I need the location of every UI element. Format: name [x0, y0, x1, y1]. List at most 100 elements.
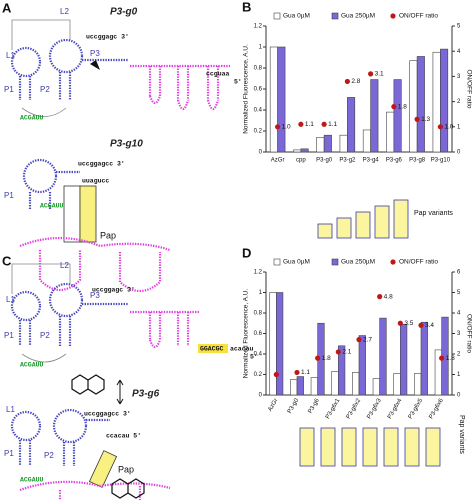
y-axis-label: Normalized Fluorescence, A.U.	[243, 44, 250, 134]
y2-tick-label: 5	[457, 290, 461, 296]
sequence: uccggagcc 3'	[84, 411, 131, 418]
stem-label: P2	[40, 85, 50, 94]
legend-label: Gua 0µM	[283, 13, 310, 20]
data-label: 1.1	[305, 121, 314, 128]
x-tick-label: P3-g0	[287, 397, 301, 414]
y-tick-label: 0	[259, 393, 263, 399]
y-tick-label: 1	[259, 290, 263, 296]
stem-label: P2	[40, 331, 50, 340]
stem-label: P1	[4, 191, 14, 200]
panel-letter: D	[242, 245, 251, 260]
chart-bar: D 0 0.2 0.4 0.6 0.8 1 1.2 0 1 2 3 4 5 6 Normalized Fluo…	[242, 245, 472, 467]
sequence: acacau	[230, 346, 254, 353]
x-tick-label: P3-g6	[386, 158, 403, 164]
sequence: GGACGC	[200, 346, 224, 353]
construct-name: P3-g6	[132, 389, 160, 400]
bar	[269, 292, 277, 396]
bar	[338, 345, 346, 396]
bar	[277, 46, 286, 153]
x-tick-label: P3-g10	[431, 158, 451, 164]
x-tick-label: P3-g6x1	[325, 397, 342, 420]
bar	[440, 48, 449, 153]
variant-box	[341, 427, 357, 467]
data-label: 1.1	[328, 121, 337, 128]
x-tick-label: AzGr	[267, 398, 279, 413]
data-label: 2.7	[363, 336, 372, 343]
bar	[316, 137, 325, 153]
bar	[296, 376, 304, 396]
variant-box	[374, 205, 390, 239]
data-label: 1.1	[301, 369, 310, 376]
data-label: 3.5	[404, 320, 413, 327]
ratio-point	[391, 104, 397, 110]
annotation: Pap variants	[458, 415, 465, 454]
legend-swatch	[331, 12, 339, 20]
sequence: uuagucc	[82, 178, 109, 185]
bar	[290, 379, 298, 396]
legend-swatch	[273, 258, 281, 266]
data-label: 2.1	[342, 349, 351, 356]
x-tick-label: AzGr	[271, 158, 285, 164]
stem-label: P2	[44, 451, 54, 460]
bar	[323, 134, 332, 153]
x-tick-label: P3-g4	[363, 158, 380, 164]
bar	[310, 377, 318, 396]
bar	[339, 134, 348, 153]
label: Pap	[100, 230, 116, 240]
y-tick-label: 0.6	[254, 331, 263, 337]
panel-letter: C	[2, 253, 12, 268]
data-label: 1.0	[282, 124, 291, 131]
y-tick-label: 1.2	[254, 24, 263, 30]
ratio-point	[273, 371, 279, 378]
data-label: 1.0	[444, 124, 453, 131]
bar	[300, 148, 309, 153]
y2-tick-label: 5	[457, 24, 461, 30]
bar	[269, 46, 278, 153]
stem-label: P1	[4, 449, 14, 458]
y-tick-label: 1	[259, 45, 263, 51]
legend-swatch	[331, 258, 339, 266]
stem-label: P1	[4, 85, 14, 94]
panel-letter: A	[2, 0, 12, 15]
sequence: ACGAUU	[20, 362, 44, 369]
y2-tick-label: 6	[457, 270, 461, 276]
bar	[372, 378, 380, 396]
y-tick-label: 1.2	[254, 270, 263, 276]
legend-swatch	[273, 12, 281, 20]
ratio-point	[437, 124, 443, 130]
variant-box	[425, 427, 441, 467]
legend-label: Gua 0µM	[283, 259, 310, 266]
y-tick-label: 0	[259, 150, 263, 156]
sequence: ACGAUU	[20, 477, 44, 484]
data-label: 3.1	[375, 71, 384, 78]
panel-letter: B	[242, 0, 251, 14]
chart-bar: B 0 0.2 0.4 0.6 0.8 1 1.2 0 1 2 3 4 5 Normalized Fluor…	[242, 0, 472, 239]
stem-label: P1	[4, 331, 14, 340]
x-tick-label: P3-g6x3	[366, 397, 383, 420]
ratio-point	[356, 337, 362, 343]
loop-label: L1	[6, 405, 15, 414]
legend-swatch	[390, 13, 396, 19]
bar	[420, 321, 428, 396]
bar	[386, 111, 395, 153]
sequence: ccacau 5'	[106, 433, 141, 440]
sequence: uccggagc 3'	[92, 287, 135, 294]
ratio-point	[368, 71, 374, 77]
data-label: 1.8	[446, 355, 455, 362]
charts: B 0 0.2 0.4 0.6 0.8 1 1.2 0 1 2 3 4 5 Normalized Fluor…	[242, 0, 472, 467]
bar	[416, 56, 425, 153]
data-label: 2.8	[351, 78, 360, 85]
annotation: Pap variants	[414, 210, 453, 217]
panel-c-structure	[10, 263, 228, 500]
loop-label: L1	[6, 51, 15, 60]
y-tick-label: 0.4	[254, 352, 263, 358]
x-tick-label: P3-g2	[339, 158, 356, 164]
variant-box	[393, 199, 409, 239]
stem-label: P3	[90, 291, 100, 300]
y-axis-label: Normalized Fluorescence, A.U.	[243, 289, 250, 379]
loop-label: L2	[60, 261, 69, 270]
ratio-point	[418, 322, 424, 328]
y-tick-label: 0.6	[254, 87, 263, 93]
bar	[293, 149, 302, 153]
data-label: 1.3	[421, 116, 430, 123]
